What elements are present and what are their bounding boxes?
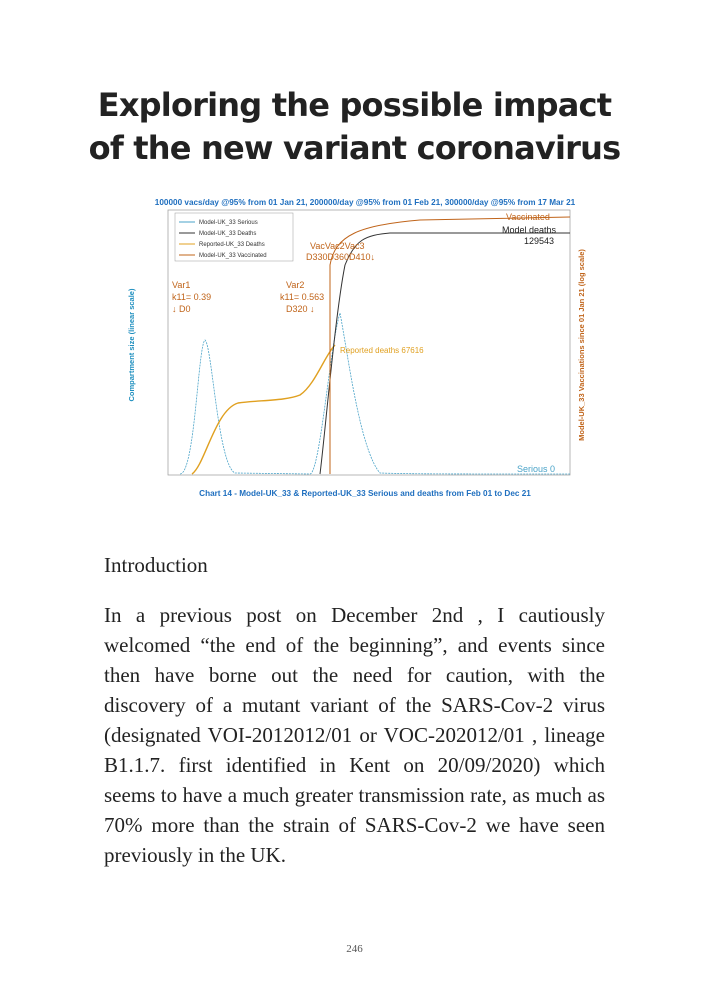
legend-entry: Model-UK_33 Deaths <box>199 231 256 237</box>
annotation: D330D360D410↓ <box>306 252 375 262</box>
title-line: Exploring the possible impact <box>97 86 612 124</box>
figure-title: 100000 vacs/day @95% from 01 Jan 21, 200… <box>155 198 576 207</box>
annotation: Model deaths <box>502 225 557 235</box>
annotation: Var1 <box>172 280 190 290</box>
page-number: 246 <box>346 943 363 955</box>
reported-deaths-curve <box>191 344 336 475</box>
serious-curve <box>179 312 571 475</box>
legend-entry: Reported-UK_33 Deaths <box>199 242 265 248</box>
annotation: Vaccinated <box>506 212 550 222</box>
annotation: k11= 0.39 <box>172 292 211 302</box>
legend-box <box>174 212 294 262</box>
legend-entry: Model-UK_33 Vaccinated <box>199 253 267 259</box>
annotation: ↓ D0 <box>172 304 191 314</box>
legend-entry: Model-UK_33 Serious <box>199 220 258 226</box>
y2-axis-label: Model-UK_33 Vaccinations since 01 Jan 21… <box>577 249 586 441</box>
plot-frame <box>167 209 571 476</box>
annotation: Var2 <box>286 280 304 290</box>
annotation: VacVac2Vac3 <box>310 241 365 251</box>
y-axis-label: Compartment size (linear scale) <box>127 288 136 401</box>
figure-caption: Chart 14 - Model-UK_33 & Reported-UK_33 … <box>199 489 531 498</box>
title-line: of the new variant coronavirus <box>88 129 622 167</box>
section-heading: Introduction <box>104 553 208 577</box>
vaccinated-curve <box>329 216 571 474</box>
figure: 100000 vacs/day @95% from 01 Jan 21, 200… <box>127 198 586 498</box>
title: Exploring the possible impact of the new… <box>0 84 709 170</box>
annotation: Serious 0 <box>517 464 555 474</box>
annotation: Reported deaths 67616 <box>340 346 424 355</box>
model-deaths-curve <box>319 232 570 475</box>
annotation: 129543 <box>524 236 554 246</box>
annotation: k11= 0.563 <box>280 292 324 302</box>
paragraph: In a previous post on December 2nd , I c… <box>104 603 605 867</box>
annotation: D320 ↓ <box>286 304 315 314</box>
